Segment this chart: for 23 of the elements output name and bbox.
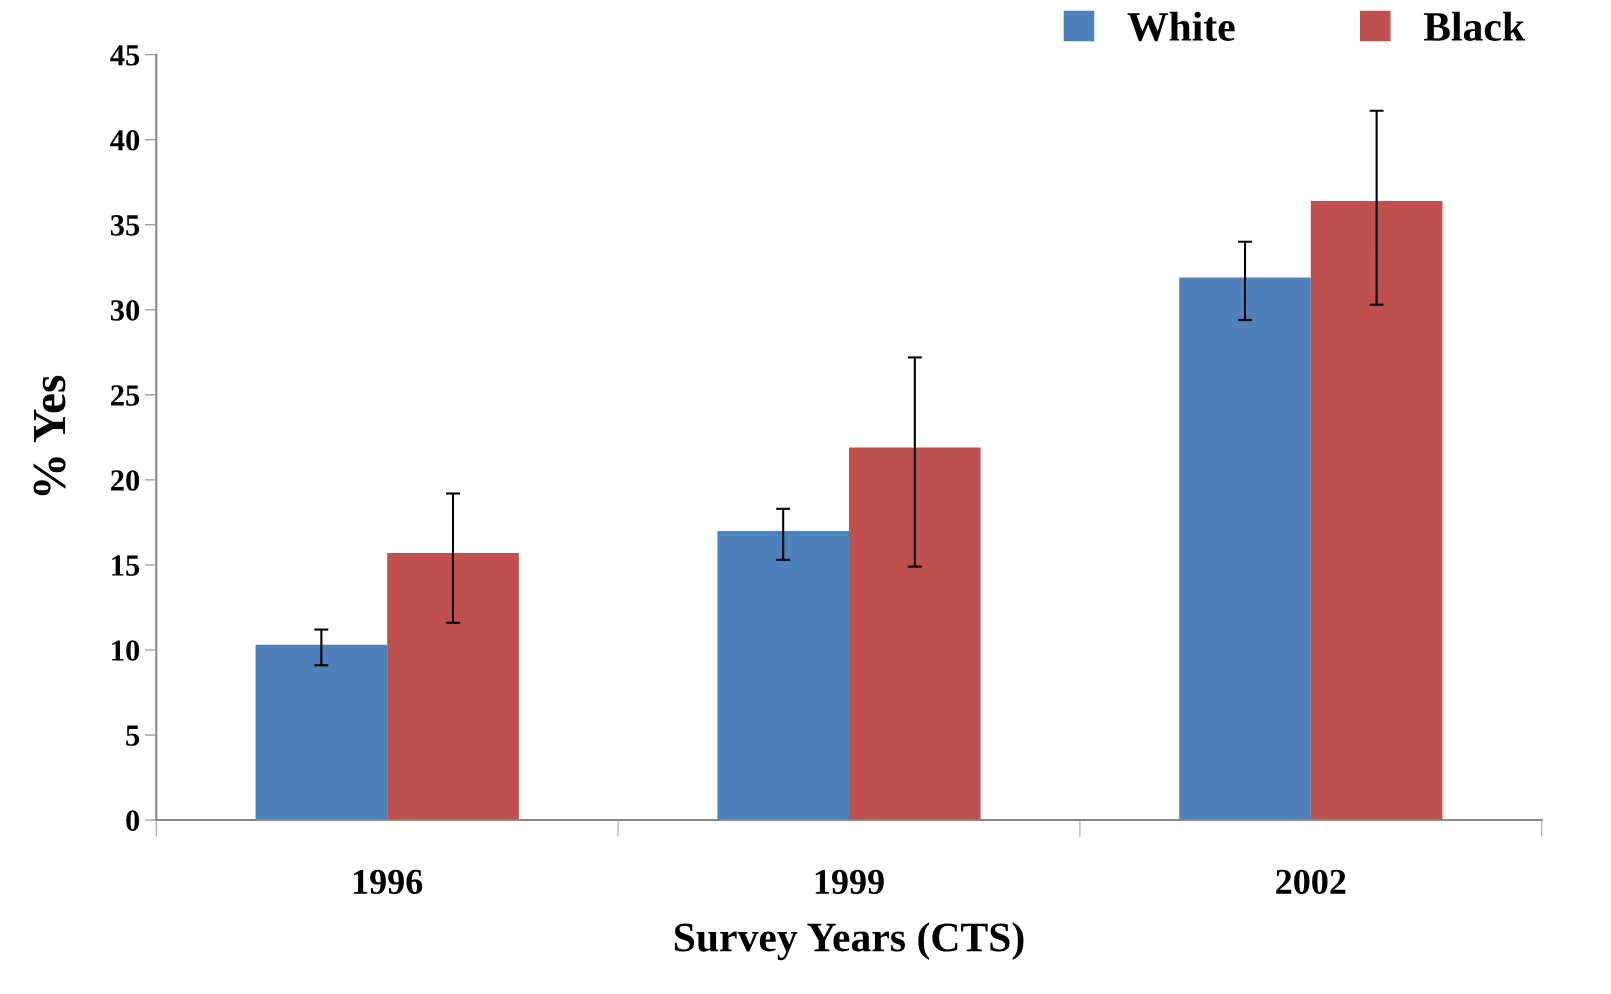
legend-label: White — [1127, 11, 1235, 42]
x-axis-title: Survey Years (CTS) — [674, 922, 1024, 961]
y-tick-label: 30 — [110, 300, 140, 321]
bar — [849, 447, 981, 821]
legend-label: Black — [1423, 11, 1525, 42]
y-tick-label: 10 — [112, 640, 140, 661]
y-tick-label: 25 — [111, 385, 140, 406]
y-tick-label: 0 — [126, 810, 140, 831]
bar — [255, 644, 388, 821]
x-tick-label: 2002 — [1276, 869, 1346, 895]
bar — [387, 553, 519, 821]
y-tick-label: 35 — [110, 215, 140, 236]
y-tick-label: 15 — [112, 555, 140, 576]
y-tick-label: 45 — [110, 45, 140, 66]
y-tick-label: 40 — [110, 129, 140, 151]
x-tick-label: 1996 — [353, 869, 423, 895]
y-tick-label: 20 — [111, 470, 140, 491]
bar — [1310, 200, 1443, 821]
bar — [717, 530, 849, 821]
y-tick-label: 5 — [126, 725, 140, 746]
bar — [1179, 277, 1311, 821]
y-axis-title: % Yes — [33, 375, 66, 496]
x-tick-label: 1999 — [815, 869, 884, 895]
